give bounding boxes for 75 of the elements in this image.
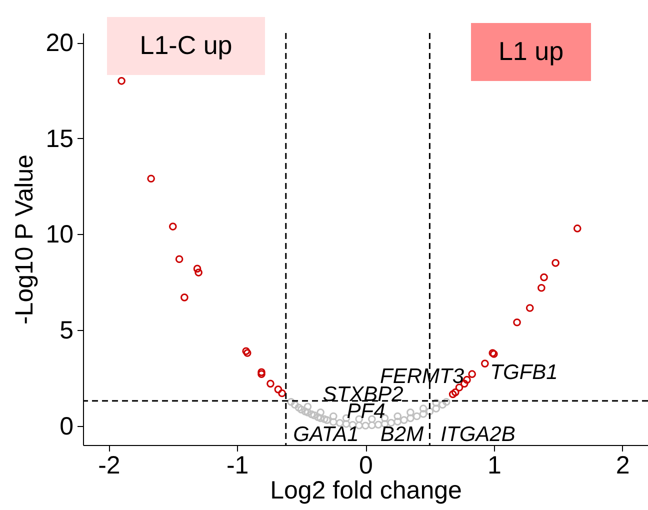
point	[406, 414, 414, 422]
annotation: B2M	[380, 423, 424, 446]
point	[242, 347, 250, 356]
y-tick-label: 0	[60, 412, 74, 440]
y-tick-label: 10	[46, 220, 74, 249]
x-tick-label: -1	[226, 452, 249, 480]
point	[468, 370, 476, 378]
point	[426, 408, 434, 416]
point	[419, 404, 428, 412]
point	[329, 412, 338, 420]
point	[438, 400, 446, 409]
point	[294, 404, 303, 412]
point	[304, 408, 312, 416]
point	[451, 388, 460, 396]
point	[278, 389, 286, 398]
x-tick-label: 2	[616, 452, 630, 480]
point	[394, 418, 402, 426]
x-tick-label: -2	[98, 452, 120, 480]
point	[168, 222, 177, 230]
point	[538, 284, 546, 292]
point	[362, 422, 370, 430]
point	[432, 404, 440, 412]
point	[243, 349, 252, 357]
point	[368, 421, 376, 430]
point	[394, 412, 402, 420]
x-tick-label: 1	[487, 452, 502, 480]
point	[432, 398, 440, 407]
point	[118, 77, 126, 85]
point	[442, 398, 450, 406]
point	[314, 413, 322, 422]
point	[310, 411, 318, 420]
point	[274, 386, 282, 394]
point	[290, 400, 299, 409]
y-tick-label: 20	[46, 29, 74, 58]
point	[419, 410, 428, 418]
point	[448, 390, 457, 398]
annotation: ITGA2B	[440, 423, 516, 446]
y-axis-title: -Log10 P Value	[10, 154, 39, 325]
point	[180, 294, 188, 302]
point	[258, 370, 266, 378]
point	[258, 368, 266, 376]
point	[320, 415, 328, 424]
point	[193, 264, 202, 273]
point	[526, 304, 534, 312]
point	[540, 273, 548, 282]
point	[573, 224, 582, 232]
x-tick-label: 0	[359, 452, 373, 480]
annotation: GATA1	[293, 423, 359, 446]
annotation: TGFB1	[490, 361, 558, 384]
point	[308, 410, 316, 418]
point	[406, 408, 414, 416]
point	[400, 416, 408, 424]
point	[316, 414, 324, 422]
point	[301, 408, 310, 416]
y-tick-label: 15	[46, 124, 74, 153]
annotation: L1 up	[498, 36, 564, 66]
point	[374, 420, 382, 429]
point	[513, 318, 521, 326]
annotation: PF4	[346, 400, 386, 423]
point	[329, 418, 338, 426]
point	[323, 416, 331, 424]
point	[175, 255, 184, 264]
point	[412, 412, 421, 420]
point	[316, 408, 324, 416]
point	[304, 402, 312, 411]
point	[287, 398, 295, 406]
point	[147, 174, 155, 183]
point	[194, 268, 202, 276]
point	[266, 380, 274, 388]
annotation: L1-C up	[140, 30, 232, 60]
point	[297, 406, 306, 414]
x-axis-title: Log2 fold change	[270, 476, 462, 504]
y-tick-label: 5	[60, 316, 74, 345]
point	[481, 360, 489, 368]
point	[552, 259, 560, 267]
